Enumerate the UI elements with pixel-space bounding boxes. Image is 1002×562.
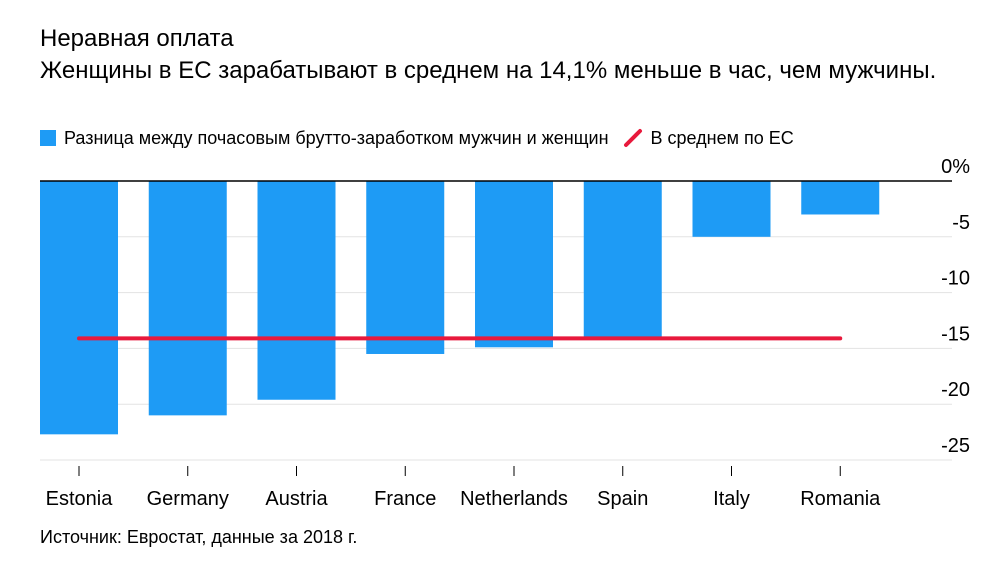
x-tick-label: Spain [597,488,648,510]
legend-line-label: В среднем по ЕС [650,128,794,148]
bar [148,181,227,416]
x-tick-label: Germany [147,488,229,510]
y-tick-label: -20 [941,379,970,401]
bar [583,181,662,339]
y-tick-label: -5 [952,212,970,234]
y-tick-label: -15 [941,323,970,345]
bar [366,181,445,354]
bar [257,181,336,400]
legend-bar-label: Разница между почасовым брутто-заработко… [64,128,609,148]
y-tick-label: -10 [941,268,970,290]
bar [692,181,771,237]
x-tick-label: Italy [713,488,750,510]
chart-subtitle: Женщины в ЕС зарабатывают в среднем на 1… [40,57,937,84]
x-tick-label: France [374,488,436,510]
x-tick-label: Romania [800,488,881,510]
x-tick-label: Estonia [46,488,114,510]
source-note: Источник: Евростат, данные за 2018 г. [40,527,358,547]
bar [475,181,553,348]
x-tick-label: Netherlands [460,488,568,510]
y-tick-label: -25 [941,435,970,457]
y-tick-label: 0% [941,156,970,178]
x-tick-label: Austria [265,488,328,510]
chart-title: Неравная оплата [40,25,234,52]
legend: Разница между почасовым брутто-заработко… [40,126,794,150]
bar [801,181,880,215]
bar [40,181,118,435]
legend-bar-swatch [40,130,56,146]
legend-line-swatch [623,128,643,148]
